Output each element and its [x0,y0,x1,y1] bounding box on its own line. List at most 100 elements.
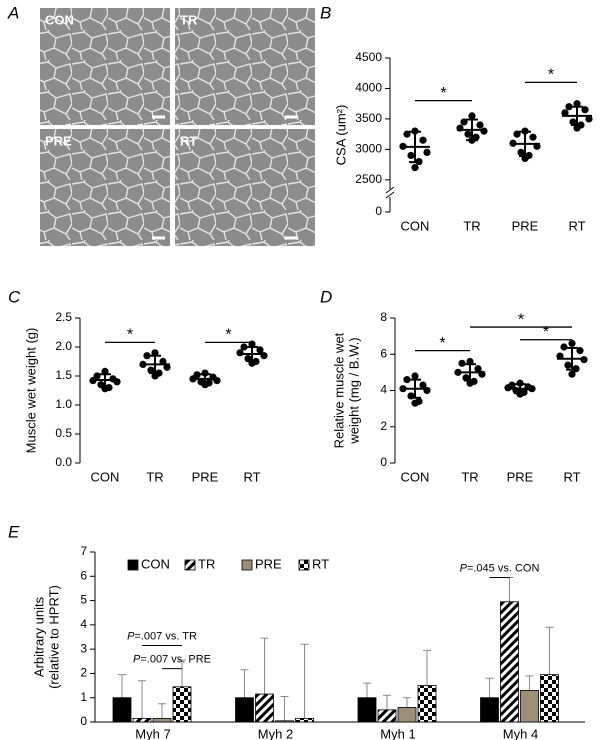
bar [500,601,519,723]
y-tick-label: 7 [80,544,87,558]
significance-label: * [440,85,446,102]
panel-letter: B [320,3,331,22]
annotation-text: =.007 vs. PRE [140,653,211,665]
x-tick-label: PRE [192,469,219,484]
bar [255,693,274,723]
data-point [411,164,419,172]
annotation-stat: P [460,562,468,574]
data-point [576,347,584,355]
micrograph-label: TR [180,12,198,27]
bar [172,686,192,723]
y-tick-label: 6 [80,568,87,582]
bar [480,697,499,723]
micrograph [40,8,170,125]
y-tick-label: 4 [80,617,87,631]
legend-swatch [184,559,196,571]
y-tick-label: 0.0 [55,455,72,469]
data-point [151,349,159,357]
x-tick-label: Myh 7 [135,726,170,740]
significance-label: * [439,335,445,352]
y-tick-label: 2 [80,666,87,680]
y-tick-label: 0 [80,714,87,728]
x-tick-label: CON [91,469,120,484]
x-tick-label: RT [243,469,260,484]
legend-swatch [241,559,253,571]
data-point [529,133,537,141]
micrograph-label: CON [45,12,74,27]
bar [357,697,377,723]
data-point [517,148,525,157]
annotation: P=.007 vs. TR [127,630,197,642]
y-tick-label: 4 [380,383,387,397]
data-point [159,357,167,366]
annotation-stat: P [133,653,141,665]
bar [235,697,254,723]
data-point [464,130,472,138]
x-tick-label: CON [401,218,430,233]
x-tick-label: PRE [507,469,534,484]
y-axis-label: CSA (um²) [333,105,348,166]
micrograph-label: RT [180,133,197,148]
data-point [585,115,593,123]
y-tick-label: 0 [380,455,387,469]
micrographs: CON TR PRE RT [40,8,315,246]
data-point [568,339,576,347]
data-point [573,124,581,132]
y-tick-label: 2 [380,419,387,433]
micrograph [175,129,315,246]
x-tick-label: Myh 1 [380,726,415,740]
data-point [403,376,411,384]
legend-swatch [127,559,139,571]
axis-break [385,191,395,199]
y-tick-label: 1.5 [55,368,72,382]
annotation-text: =.007 vs. TR [134,630,197,642]
bar [520,690,539,723]
y-axis-label: weight (mg / B.W.) [346,337,361,444]
micrograph [40,129,170,246]
significance-label: * [543,324,549,341]
data-point [460,118,468,126]
y-tick-label: 3 [80,641,87,655]
annotation-stat: P [127,630,135,642]
bar [132,717,152,723]
legend-label: PRE [255,556,282,571]
x-tick-label: Myh 4 [503,726,538,740]
significance-label: * [127,327,133,344]
panel-letter: C [8,287,21,306]
x-tick-label: RT [568,218,585,233]
significance-label: * [518,311,524,328]
y-tick-label: 3000 [355,142,382,156]
data-point [101,367,109,375]
data-point [458,359,466,367]
y-tick-label: 3500 [355,111,382,125]
y-tick-label: 2.0 [55,339,72,353]
y-axis-label: Relative muscle wet [331,332,346,448]
y-tick-label: 1 [80,690,87,704]
data-point [256,346,264,354]
y-tick-label: 5 [80,593,87,607]
legend-label: CON [141,556,170,571]
y-tick-label: 1.0 [55,397,72,411]
x-tick-label: TR [146,469,163,484]
data-point [411,372,419,380]
micrograph-label: PRE [45,133,72,148]
micrograph [175,8,315,125]
y-tick-label: 6 [380,346,387,360]
y-axis-label: (relative to HPRT) [46,585,61,689]
data-point [476,121,484,129]
bar [275,720,294,723]
data-point [423,148,431,157]
y-tick-label: 0.5 [55,426,72,440]
y-tick-label: 8 [380,310,387,324]
data-point [513,130,521,138]
x-tick-label: CON [401,469,430,484]
data-point [240,343,248,351]
annotation-text: =.045 vs. CON [467,562,540,574]
data-point [407,151,415,160]
data-point [581,106,589,114]
bar [377,709,397,723]
data-point [468,112,476,120]
axis-break [385,186,395,194]
data-point [236,349,244,357]
